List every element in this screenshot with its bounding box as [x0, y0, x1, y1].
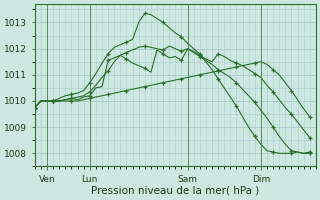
- X-axis label: Pression niveau de la mer( hPa ): Pression niveau de la mer( hPa ): [91, 186, 260, 196]
